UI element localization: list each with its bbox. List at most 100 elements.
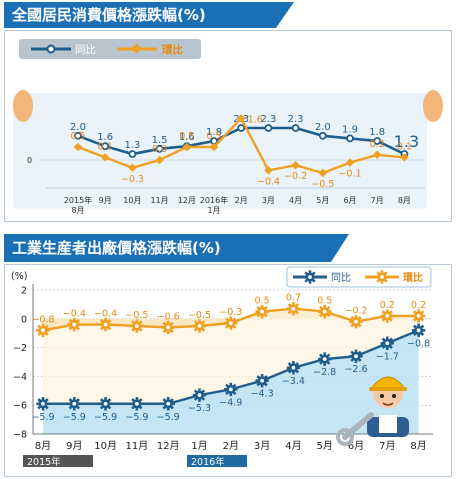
ppi-yoy-data-label: −5.3 [188,403,211,414]
ppi-ytick-label: −8 [13,430,27,441]
year-2016-bar [187,455,247,467]
cpi-yoy-data-label: 2.0 [70,122,86,133]
ppi-yoy-data-label: −5.9 [31,412,54,423]
worker-shirt [379,415,397,433]
cpi-yoy-point [155,144,164,153]
cpi-mom-data-label: −0.1 [338,169,361,180]
ppi-mom-data-label: 0.5 [317,296,332,307]
ppi-yoy-gear-point [98,397,113,411]
cpi-mom-data-label: −0.3 [121,174,144,185]
ppi-xtick-label: 6月 [348,440,364,452]
cpi-xtick-label: 12月 [178,196,196,205]
cpi-yoy-point [373,137,382,145]
cpi-yoy-point [346,134,354,143]
cpi-xtick-label: 6月 [343,196,356,205]
ppi-mom-data-label: −0.5 [188,310,211,321]
ppi-mom-gear-point [224,316,238,330]
cpi-yoy-data-label: 1.6 [97,132,113,143]
cpi-yoy-point [291,124,300,132]
cpi-yoy-point [101,142,110,151]
cpi-xtick-label: 2月 [235,196,248,205]
ppi-yoy-data-label: −2.6 [344,364,367,375]
cpi-mom-data-label: 0.5 [206,131,221,142]
ppi-yoy-gear-point [286,361,301,375]
ppi-yoy-gear-point [161,397,175,411]
cpi-chart-panel: 全國居民消費價格漲跌幅(%) 0 同比 環比 2015年 8月 9月 10月 11月 12月 20… [4,2,452,224]
cpi-yoy-data-label: 1.5 [152,135,168,146]
cpi-yoy-data-label: 1.3 [124,140,140,151]
ppi-yoy-data-label: −5.9 [94,412,117,423]
ppi-mom-data-label: −0.3 [219,307,242,318]
ppi-ytick-label: −6 [13,401,27,412]
ppi-xtick-label: 7月 [379,440,395,452]
cpi-xtick-label: 7月 [371,196,384,205]
ppi-chart-panel: 工業生産者出廠價格漲跌幅(%) 2 0 −2 −4 −6 −8 (%) 同比 環比 −0.8 −0.… [4,234,452,477]
cpi-yoy-data-label: 1.9 [342,124,358,135]
ppi-mom-gear-point [380,309,394,323]
cpi-legend-box [19,39,201,59]
cpi-xtick-label: 2016年 1月 [200,195,228,215]
ppi-ytick-label: 2 [21,286,27,297]
legend-yoy-marker [46,44,56,54]
cpi-mom-point [264,166,273,175]
cpi-mom-point [291,160,300,170]
ppi-xtick-label: 5月 [317,440,333,452]
ppi-mom-gear-point [36,323,50,338]
cpi-mom-data-label: 1.6 [248,114,263,125]
ppi-xtick-label: 8月 [35,440,51,452]
cpi-chart-box: 0 同比 環比 2015年 8月 9月 10月 11月 12月 2016年 1月 2月 3月 4月 5月 6月… [4,30,452,222]
cpi-yoy-point [74,131,82,140]
cpi-yoy-data-label: 2.3 [260,114,276,125]
cpi-ytick-0: 0 [27,156,32,165]
cpi-legend: 同比 環比 [19,39,201,59]
left-hand-decoration [13,90,33,122]
ppi-yoy-gear-point [224,382,238,397]
ppi-yoy-data-label: −0.8 [407,338,430,349]
ppi-legend: 同比 環比 [286,266,432,288]
cpi-mom-data-label: 0.5 [179,131,194,142]
wrench-head [336,428,354,446]
ppi-mom-data-label: 0.5 [255,296,270,307]
cpi-chart-title: 全國居民消費價格漲跌幅(%) [4,2,294,28]
cpi-yoy-point [128,150,137,158]
ppi-yoy-data-label: −3.4 [282,376,305,387]
cpi-yoy-point [264,124,273,132]
cpi-mom-data-label: −0.4 [257,176,280,187]
right-hand-decoration [423,90,443,122]
ppi-mom-data-label: −0.5 [125,310,148,321]
ppi-mom-data-label: −0.4 [63,309,86,320]
cpi-mom-point [155,155,164,165]
ppi-yoy-gear-point [130,397,144,411]
ppi-mom-gear-point [411,309,426,323]
ppi-xtick-label: 3月 [254,440,270,452]
ppi-yoy-gear-point [255,374,269,388]
ppi-legend-mom-gear-icon [375,270,389,284]
ppi-xtick-label: 12月 [157,440,180,452]
ppi-yoy-data-label: −4.9 [219,397,242,408]
cpi-mom-point [182,142,192,152]
legend-mom-marker [131,43,142,54]
cpi-yoy-point [318,131,327,140]
ppi-yoy-data-label: −5.9 [63,412,86,423]
ppi-yoy-data-label: −2.8 [313,367,336,378]
cpi-mom-data-label: 0.5 [70,131,85,142]
cpi-yoy-data-label: 1.3 [394,132,419,151]
ppi-chart-svg: 2 0 −2 −4 −6 −8 (%) 同比 環比 −0.8 −0.4 −0.4 −0.5 −0.6 −0.… [11,266,433,468]
cpi-plot-background [13,93,427,209]
ppi-legend-yoy-label: 同比 [331,272,351,284]
ppi-yoy-gear-point [349,349,363,363]
ppi-mom-gear-point [286,302,301,316]
cpi-mom-point [400,153,409,162]
ppi-chart-title: 工業生産者出廠價格漲跌幅(%) [4,234,349,262]
ppi-mom-data-label: 0.2 [380,300,395,311]
cpi-yoy-data-label: 1.8 [369,127,385,138]
cpi-mom-point [100,153,110,162]
ppi-mom-data-label: 0.2 [411,300,426,311]
cpi-mom-point [236,114,246,123]
ppi-xtick-label: 2月 [223,440,239,452]
ppi-mom-data-label: 0.7 [286,293,301,304]
ppi-yoy-data-label: −5.9 [125,412,148,423]
ppi-legend-box [286,266,432,288]
year-2016-label: 2016年 [191,456,225,468]
hard-hat-brim [369,387,407,391]
